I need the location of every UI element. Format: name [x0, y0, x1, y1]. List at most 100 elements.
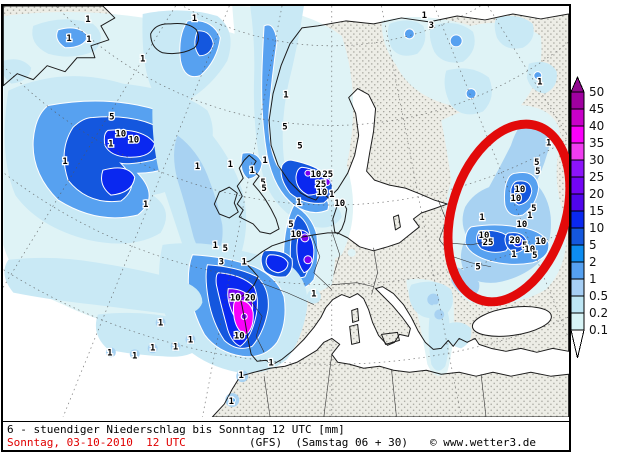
contour-value-label: 10	[291, 230, 302, 240]
contour-value-label: 5	[109, 112, 114, 122]
contour-value-label: 1	[527, 211, 532, 221]
black-sea	[471, 306, 552, 337]
caption-box: 6 - stuendiger Niederschlag bis Sonntag …	[1, 421, 571, 452]
legend-box	[570, 91, 585, 110]
legend-value-label: 45	[589, 102, 604, 116]
precipitation-layer	[3, 6, 567, 408]
contour-value-label: 1	[479, 213, 484, 223]
legend-box	[570, 295, 585, 314]
contour-value-label: 1	[213, 241, 218, 251]
legend-value-label: 2	[589, 255, 597, 269]
contour-value-label: 1	[108, 139, 113, 149]
contour-value-label: 5	[223, 244, 228, 254]
legend-value-label: 15	[589, 204, 604, 218]
legend-value-label: 1	[589, 272, 597, 286]
contour-value-label: 10	[524, 245, 535, 255]
contour-value-label: 10	[234, 331, 245, 341]
contour-value-label: 1	[228, 160, 233, 170]
contour-value-label: 10	[535, 237, 546, 247]
contour-value-label: 1	[262, 156, 267, 166]
contour-value-label: 1	[143, 200, 148, 210]
contour-value-label: 1	[249, 166, 254, 176]
legend-box	[570, 159, 585, 178]
contour-value-label: 1	[192, 14, 197, 24]
legend-value-label: 0.5	[589, 289, 608, 303]
copyright: © www.wetter3.de	[430, 436, 536, 449]
legend-value-label: 30	[589, 153, 604, 167]
legend-box	[570, 278, 585, 297]
contour-value-label: 1	[311, 290, 316, 300]
contour-value-label: 1	[107, 348, 112, 358]
contour-value-label: 1	[150, 343, 155, 353]
red-circle-annotation	[443, 119, 569, 307]
contour-value-label: 25	[483, 238, 494, 248]
coastline-layer	[3, 6, 569, 417]
contour-value-label: 3	[219, 258, 224, 268]
contour-value-label: 10	[230, 294, 241, 304]
contour-value-label: 1	[268, 358, 273, 368]
contour-value-label: 5	[260, 178, 265, 188]
legend-value-label: 0.1	[589, 323, 608, 337]
legend-arrow-down	[570, 329, 585, 359]
contour-value-label: 1	[62, 157, 67, 167]
map-title: 6 - stuendiger Niederschlag bis Sonntag …	[7, 423, 345, 436]
legend-value-label: 5	[589, 238, 597, 252]
legend-value-label: 25	[589, 170, 604, 184]
legend-arrow-up	[570, 75, 585, 93]
contour-value-label: 1	[422, 11, 427, 21]
legend-box	[570, 193, 585, 212]
contour-value-label: 25	[315, 180, 326, 190]
legend-value-label: 35	[589, 136, 604, 150]
contour-value-label: 1	[132, 351, 137, 361]
contour-value-label: 10	[479, 231, 490, 241]
contour-value-label: 1	[158, 318, 163, 328]
legend-value-label: 10	[589, 221, 604, 235]
contour-value-label: 1	[195, 162, 200, 172]
contour-value-label: 20	[510, 236, 521, 246]
legend-box	[570, 261, 585, 280]
legend-box	[570, 142, 585, 161]
contour-value-label: 10	[310, 170, 321, 180]
contour-value-label: 10	[516, 220, 527, 230]
legend-box	[570, 108, 585, 127]
legend-value-label: 50	[589, 85, 604, 99]
legend-box	[570, 176, 585, 195]
legend-box	[570, 227, 585, 246]
contour-value-label: 10	[334, 199, 345, 209]
contour-value-label: 5	[522, 241, 527, 251]
contour-value-label: 10	[510, 194, 521, 204]
contour-value-label: 1	[546, 138, 551, 148]
legend-box	[570, 312, 585, 331]
contour-value-label: 1	[329, 190, 334, 200]
contour-value-label: 1	[140, 55, 145, 65]
contour-value-label: 1	[229, 397, 234, 407]
contour-value-label: 10	[316, 188, 327, 198]
contour-value-label: 1	[283, 91, 288, 101]
valid-datetime: Sonntag, 03-10-2010 12 UTC	[7, 436, 186, 449]
legend-box	[570, 210, 585, 229]
borders-layer	[250, 199, 492, 417]
contour-value-label: 1	[173, 342, 178, 352]
contour-value-label: 3	[429, 21, 434, 31]
contour-value-label: 10	[128, 135, 139, 145]
contour-value-label: 5	[531, 204, 536, 214]
contour-value-label: 1	[239, 371, 244, 381]
contour-value-label: 5	[261, 184, 266, 194]
contour-value-label: 5	[282, 122, 287, 132]
contour-value-label: 1	[188, 335, 193, 345]
contour-value-label: 10	[115, 129, 126, 139]
model-run-info: (GFS) (Samstag 06 + 30)	[249, 436, 408, 449]
contour-value-label: 1	[66, 34, 71, 44]
legend-value-label: 40	[589, 119, 604, 133]
contour-value-label: 5	[532, 251, 537, 261]
legend-scale: 50 45 40 35 30 25 20 15 10 5 2 1 0.5 0.2 0.1	[570, 75, 625, 366]
legend-box	[570, 125, 585, 144]
map-frame: 1 1 1 1 1 5 10 10 1 1 1 1 5 5 1 5 10 25 25 10 1 1 1 1 5 1 5 10 10 1 5 3…	[1, 4, 571, 423]
legend-value-label: 0.2	[589, 306, 608, 320]
contour-value-label: 25	[322, 170, 333, 180]
contour-value-label: 1	[296, 198, 301, 208]
contour-value-label: 5	[475, 263, 480, 273]
